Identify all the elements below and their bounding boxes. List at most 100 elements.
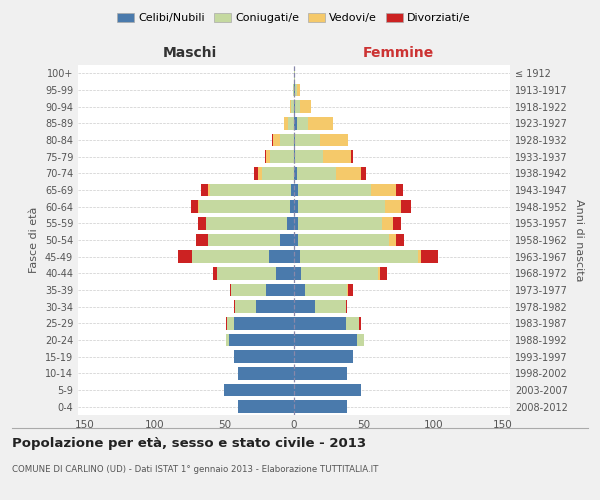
Bar	[238, 400, 294, 413]
Bar	[380, 267, 388, 280]
Bar	[208, 184, 211, 196]
Bar	[227, 317, 234, 330]
Bar	[284, 117, 289, 130]
Bar	[389, 234, 396, 246]
Bar	[235, 300, 256, 313]
Bar	[295, 134, 320, 146]
Bar	[280, 134, 294, 146]
Bar	[294, 317, 346, 330]
Bar	[294, 234, 298, 246]
Bar	[191, 200, 198, 213]
Bar	[254, 167, 258, 179]
Bar	[301, 267, 377, 280]
Bar	[361, 167, 367, 179]
Bar	[294, 384, 361, 396]
Bar	[295, 150, 323, 163]
Bar	[238, 367, 294, 380]
Bar	[294, 300, 315, 313]
Bar	[256, 300, 294, 313]
Bar	[294, 250, 299, 263]
Bar	[294, 117, 297, 130]
Bar	[290, 100, 291, 113]
Bar	[224, 384, 294, 396]
Bar	[217, 267, 276, 280]
Bar	[336, 167, 361, 179]
Bar	[298, 200, 385, 213]
Bar	[276, 267, 294, 280]
Bar	[401, 200, 411, 213]
Bar	[294, 367, 347, 380]
Bar	[298, 184, 371, 196]
Bar	[377, 267, 380, 280]
Bar	[323, 150, 351, 163]
Bar	[294, 200, 298, 213]
Bar	[421, 250, 437, 263]
Bar	[273, 134, 280, 146]
Bar	[315, 300, 346, 313]
Bar	[271, 150, 294, 163]
Bar	[226, 317, 227, 330]
Bar	[294, 350, 353, 363]
Bar	[234, 350, 294, 363]
Bar	[294, 284, 305, 296]
Bar	[349, 284, 353, 296]
Bar	[280, 234, 294, 246]
Bar	[178, 250, 192, 263]
Bar	[294, 100, 295, 113]
Bar	[294, 184, 298, 196]
Bar	[289, 117, 294, 130]
Bar	[234, 300, 235, 313]
Bar	[294, 150, 295, 163]
Bar	[208, 234, 280, 246]
Bar	[294, 217, 298, 230]
Bar	[231, 284, 266, 296]
Bar	[266, 150, 271, 163]
Bar	[291, 100, 294, 113]
Bar	[234, 317, 294, 330]
Bar	[382, 217, 393, 230]
Bar	[294, 67, 295, 80]
Bar	[294, 267, 301, 280]
Bar	[262, 167, 294, 179]
Bar	[229, 334, 294, 346]
Bar	[299, 100, 311, 113]
Bar	[293, 84, 294, 96]
Bar	[230, 284, 231, 296]
Bar	[297, 167, 336, 179]
Bar	[347, 284, 349, 296]
Bar	[298, 217, 382, 230]
Text: Popolazione per età, sesso e stato civile - 2013: Popolazione per età, sesso e stato civil…	[12, 438, 366, 450]
Bar	[198, 200, 199, 213]
Bar	[396, 184, 403, 196]
Text: Maschi: Maschi	[163, 46, 217, 60]
Bar	[385, 200, 401, 213]
Bar	[295, 100, 299, 113]
Bar	[213, 267, 217, 280]
Bar	[287, 217, 294, 230]
Bar	[196, 234, 208, 246]
Bar	[294, 334, 357, 346]
Bar	[192, 250, 269, 263]
Text: COMUNE DI CARLINO (UD) - Dati ISTAT 1° gennaio 2013 - Elaborazione TUTTITALIA.IT: COMUNE DI CARLINO (UD) - Dati ISTAT 1° g…	[12, 466, 379, 474]
Bar	[198, 217, 206, 230]
Bar	[211, 184, 291, 196]
Bar	[226, 334, 229, 346]
Bar	[294, 167, 297, 179]
Y-axis label: Anni di nascita: Anni di nascita	[574, 198, 584, 281]
Bar	[308, 117, 333, 130]
Bar	[297, 117, 308, 130]
Bar	[272, 134, 273, 146]
Bar	[418, 250, 421, 263]
Bar	[199, 200, 290, 213]
Bar	[359, 317, 361, 330]
Bar	[266, 284, 294, 296]
Y-axis label: Fasce di età: Fasce di età	[29, 207, 39, 273]
Bar	[297, 84, 299, 96]
Bar	[351, 150, 353, 163]
Bar	[298, 234, 389, 246]
Bar	[265, 150, 266, 163]
Bar	[291, 184, 294, 196]
Bar	[299, 250, 418, 263]
Bar	[393, 217, 401, 230]
Bar	[269, 250, 294, 263]
